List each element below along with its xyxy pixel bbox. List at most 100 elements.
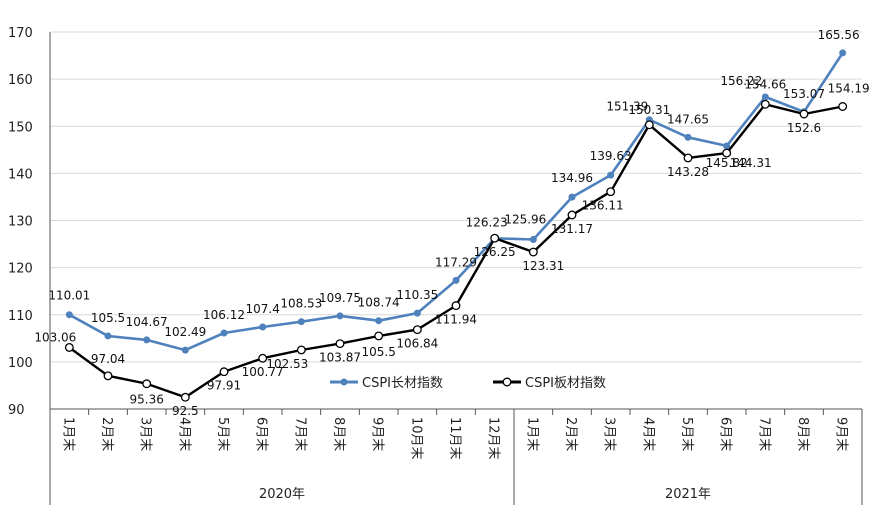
data-label-plate: 143.28 [667, 165, 709, 179]
data-label-plate: 105.5 [361, 345, 395, 359]
x-category-label: 8月末 [331, 417, 346, 451]
data-label-long-steel: 165.56 [818, 28, 860, 42]
data-point-long-steel [452, 276, 460, 284]
y-tick-label: 90 [8, 403, 25, 418]
data-label-plate: 95.36 [129, 393, 163, 407]
x-category-label: 3月末 [602, 417, 617, 451]
x-category-label: 5月末 [679, 417, 694, 451]
data-point-plate [490, 233, 500, 243]
data-point-long-steel [181, 346, 189, 354]
data-point-long-steel [259, 323, 267, 331]
y-tick-label: 130 [8, 215, 33, 230]
data-point-long-steel [568, 193, 576, 201]
y-tick-label: 170 [8, 26, 33, 41]
y-tick-label: 120 [8, 262, 33, 277]
x-category-label: 7月末 [292, 417, 307, 451]
data-point-long-steel [297, 318, 305, 326]
x-category-label: 10月末 [408, 417, 423, 460]
data-point-long-steel [839, 49, 847, 57]
data-label-plate: 97.04 [91, 352, 125, 366]
x-category-label: 7月末 [756, 417, 771, 451]
data-label-long-steel: 117.29 [435, 255, 477, 269]
data-point-plate [180, 392, 190, 402]
data-label-plate: 150.31 [628, 103, 670, 117]
data-point-plate [722, 148, 732, 158]
x-category-label: 11月末 [447, 417, 462, 460]
x-category-label: 6月末 [718, 417, 733, 451]
data-point-plate [412, 325, 422, 335]
legend-marker-plate [502, 377, 512, 387]
data-label-plate: 111.94 [435, 313, 477, 327]
data-point-long-steel [723, 142, 731, 150]
data-point-plate [64, 343, 74, 352]
data-label-long-steel: 105.5 [91, 311, 125, 325]
x-axis-year-groups: 2020年 2021年 [259, 409, 711, 505]
data-point-plate [103, 371, 113, 381]
data-point-plate [683, 153, 693, 163]
data-label-plate: 97.91 [207, 379, 241, 393]
data-label-long-steel: 109.75 [319, 291, 361, 305]
data-point-plate [296, 345, 306, 355]
data-label-plate: 152.6 [787, 121, 821, 135]
x-category-label: 9月末 [834, 417, 849, 451]
x-category-label: 2月末 [99, 417, 114, 451]
legend-label-long-steel: CSPI长材指数 [362, 376, 443, 391]
y-tick-label: 160 [8, 73, 33, 88]
data-point-long-steel [529, 236, 537, 244]
data-label-plate: 102.53 [266, 357, 308, 371]
x-category-label: 8月末 [795, 417, 810, 451]
data-point-long-steel [413, 309, 421, 317]
data-label-plate: 103.06 [34, 330, 76, 344]
data-label-plate: 154.66 [744, 77, 786, 91]
data-label-long-steel: 151.39 [606, 100, 648, 114]
data-label-long-steel: 106.12 [203, 308, 245, 322]
data-label-plate: 144.31 [730, 156, 772, 170]
x-category-label: 12月末 [486, 417, 501, 460]
data-label-long-steel: 107.4 [245, 302, 279, 316]
x-category-label: 9月末 [370, 417, 385, 451]
data-label-long-steel: 153.07 [783, 87, 825, 101]
data-point-plate [644, 120, 654, 130]
y-tick-label: 150 [8, 120, 33, 135]
x-category-label: 1月末 [60, 417, 75, 451]
year-group-label: 2020年 [259, 487, 305, 502]
data-point-plate [219, 367, 229, 377]
data-label-long-steel: 108.74 [358, 296, 400, 310]
data-label-plate: 131.17 [551, 222, 593, 236]
data-label-plate: 123.31 [522, 259, 564, 273]
series-lines [64, 49, 848, 402]
data-label-long-steel: 147.65 [667, 112, 709, 126]
data-label-long-steel: 126.23 [466, 215, 508, 229]
data-label-plate: 92.5 [172, 404, 199, 418]
x-category-label: 2月末 [563, 417, 578, 451]
data-point-plate [606, 187, 616, 197]
data-label-plate: 154.19 [828, 82, 870, 96]
data-label-long-steel: 134.96 [551, 171, 593, 185]
data-label-long-steel: 145.82 [706, 156, 748, 170]
y-tick-label: 110 [8, 309, 33, 324]
data-label-long-steel: 139.63 [590, 149, 632, 163]
data-point-long-steel [104, 332, 112, 340]
data-label-long-steel: 108.53 [280, 297, 322, 311]
x-category-label: 4月末 [640, 417, 655, 451]
data-point-long-steel [336, 312, 344, 320]
data-point-plate [451, 301, 461, 311]
data-point-long-steel [143, 336, 151, 344]
x-category-label: 1月末 [524, 417, 539, 451]
data-label-plate: 136.11 [582, 199, 624, 213]
data-label-plate: 106.84 [396, 337, 438, 351]
data-point-plate [799, 109, 809, 119]
data-point-long-steel [65, 311, 73, 319]
data-label-long-steel: 110.01 [48, 289, 90, 303]
year-group-label: 2021年 [665, 487, 711, 502]
data-label-plate: 103.87 [319, 351, 361, 365]
data-point-long-steel [684, 133, 692, 141]
legend: CSPI长材指数 CSPI板材指数 [330, 376, 606, 391]
data-point-plate [528, 247, 538, 257]
x-category-label: 6月末 [254, 417, 269, 451]
x-category-label: 3月末 [138, 417, 153, 451]
data-label-long-steel: 104.67 [126, 315, 168, 329]
axes [49, 32, 863, 505]
